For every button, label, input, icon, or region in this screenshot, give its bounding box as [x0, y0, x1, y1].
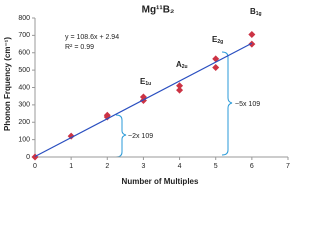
x-tick-label: 5 — [214, 163, 218, 170]
point — [176, 82, 184, 90]
x-tick-label: 2 — [105, 163, 109, 170]
point — [212, 64, 220, 72]
y-tick-label: 400 — [18, 84, 30, 91]
y-tick-label: 500 — [18, 67, 30, 74]
y-tick-label: 800 — [18, 15, 30, 22]
equation: y = 108.6x + 2.94 — [65, 34, 119, 41]
mode-label: E2g — [212, 35, 223, 45]
x-tick-label: 4 — [178, 163, 182, 170]
modes: E1u A2u E2g B1g — [140, 7, 262, 87]
mode-label: B1g — [250, 7, 262, 17]
x-tick-label: 7 — [286, 163, 290, 170]
chart: Mg¹¹B₂ Number of Multiples Phonon Frquen… — [3, 5, 290, 186]
x-tick-label: 0 — [33, 163, 37, 170]
point — [176, 86, 184, 94]
y-tick-label: 300 — [18, 102, 30, 109]
point — [103, 111, 111, 119]
chart-title: Mg¹¹B₂ — [142, 5, 175, 16]
y-tick-label: 0 — [26, 154, 30, 161]
y-tick-label: 700 — [18, 32, 30, 39]
fit-line — [34, 42, 253, 158]
x-axis-title: Number of Multiples — [122, 177, 199, 186]
x-tick-label: 6 — [250, 163, 254, 170]
mode-label: A2u — [176, 60, 188, 70]
y-axis-title: Phonon Frquency (cm⁻¹) — [3, 37, 12, 131]
bracket-label: ~5x 109 — [235, 101, 260, 108]
bracket — [221, 51, 233, 156]
x-tick-label: 3 — [141, 163, 145, 170]
r-squared: R² = 0.99 — [65, 44, 94, 51]
y-tick-label: 600 — [18, 50, 30, 57]
bracket — [115, 114, 127, 158]
bracket-label: ~2x 109 — [128, 133, 153, 140]
y-tick-label: 100 — [18, 136, 30, 143]
y-tick-label: 200 — [18, 119, 30, 126]
mode-label: E1u — [140, 77, 151, 87]
point — [248, 31, 256, 39]
point — [248, 40, 256, 48]
x-tick-label: 1 — [69, 163, 73, 170]
